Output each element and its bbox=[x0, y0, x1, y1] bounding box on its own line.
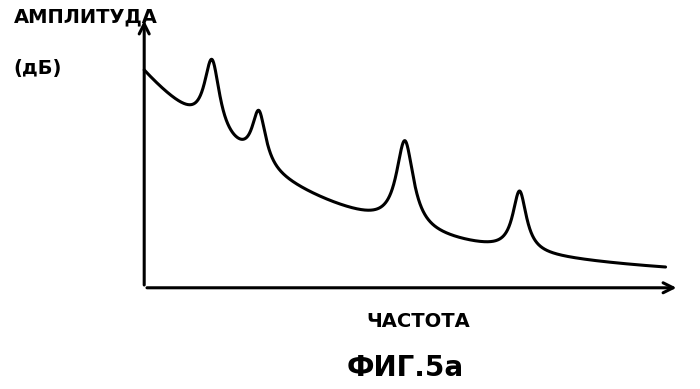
Text: ЧАСТОТА: ЧАСТОТА bbox=[367, 312, 470, 331]
Text: АМПЛИТУДА: АМПЛИТУДА bbox=[14, 7, 158, 26]
Text: ФИГ.5а: ФИГ.5а bbox=[346, 354, 463, 382]
Text: (дБ): (дБ) bbox=[14, 59, 62, 78]
